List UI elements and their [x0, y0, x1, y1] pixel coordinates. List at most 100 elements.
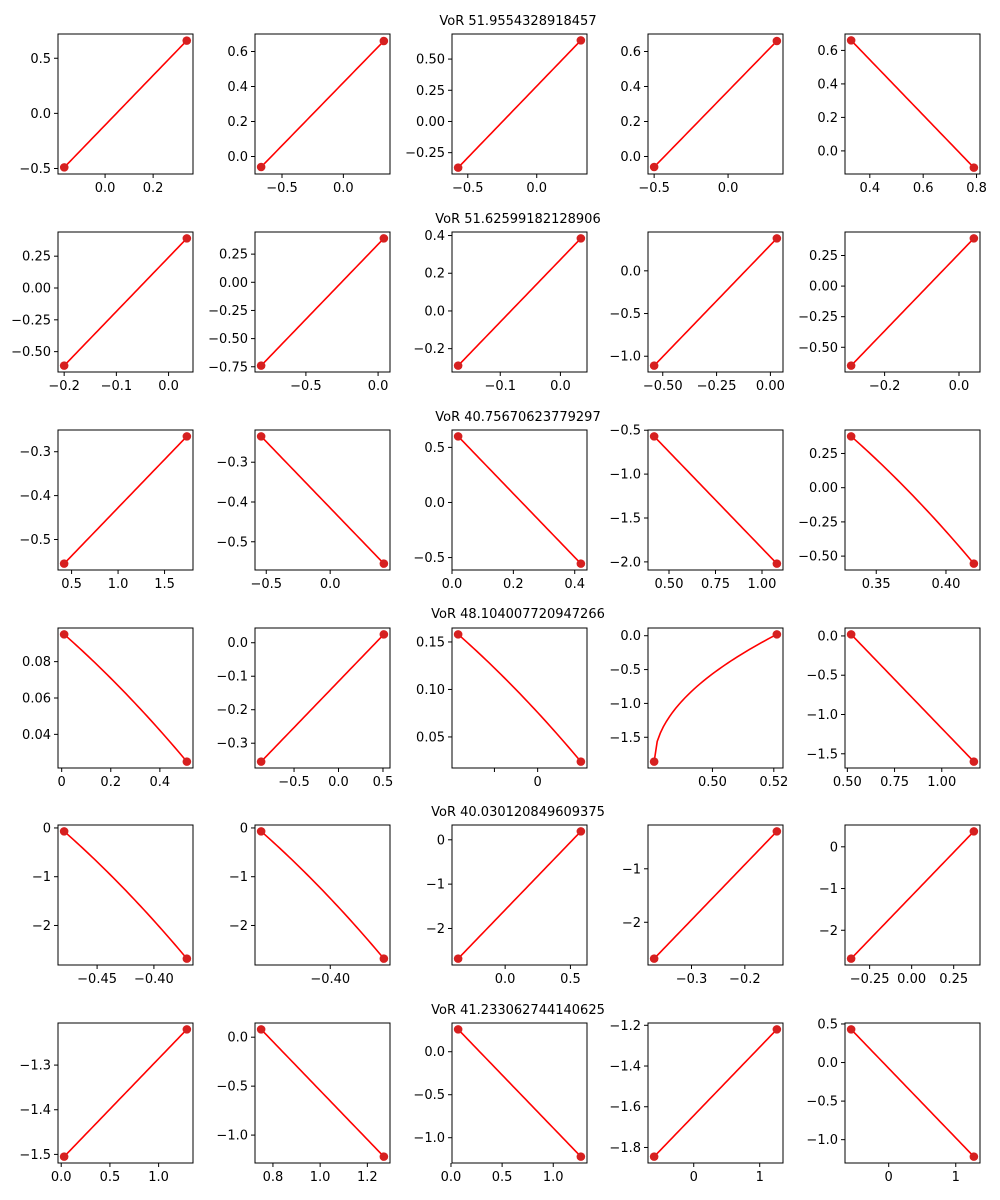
y-tick-label: −2 [819, 924, 838, 939]
data-point-end [969, 1152, 979, 1161]
data-point-start [256, 432, 266, 441]
data-point-start [453, 630, 463, 639]
y-tick-label: −0.1 [216, 670, 248, 685]
series-line [260, 237, 385, 367]
axes-frame [57, 429, 194, 571]
y-tick-label: −0.5 [609, 307, 641, 322]
series-line [63, 633, 188, 763]
y-tick-label: −0.50 [208, 332, 248, 347]
series-line [457, 1028, 582, 1158]
axes-frame [844, 627, 981, 769]
y-tick-label: −2 [229, 919, 248, 934]
y-tick-label: 0.0 [424, 304, 445, 319]
axes-frame [254, 231, 391, 373]
subplot-r5-c4: −0.3 −0.2 −2 −1 [622, 824, 784, 987]
x-tick-label: 0.8 [263, 1170, 284, 1185]
subplot-r3-c2: −0.5 0.0 −0.5 −0.4 −0.3 [216, 429, 391, 592]
y-tick-label: −0.75 [208, 360, 248, 375]
series-line [457, 830, 582, 960]
y-tick-label: 0.00 [219, 276, 248, 291]
subplot-r6-c3: 0.0 0.5 1.0 −1.0 −0.5 0.0 [413, 1022, 588, 1185]
y-tick-label: −0.2 [216, 703, 248, 718]
y-tick-label: 0.0 [424, 1045, 445, 1060]
axes-frame [844, 231, 981, 373]
y-tick-label: −1.4 [19, 1103, 51, 1118]
data-point-end [379, 36, 389, 46]
y-tick-label: 0.4 [424, 229, 445, 244]
series-line [653, 40, 778, 168]
y-tick-label: 0.6 [227, 45, 248, 60]
axes-frame [57, 1022, 194, 1164]
y-tick-label: 0.4 [227, 80, 248, 95]
y-tick-label: −0.5 [19, 533, 51, 548]
data-point-end [576, 1152, 586, 1161]
y-tick-label: 0.0 [227, 150, 248, 165]
x-tick-label: 0.5 [61, 577, 82, 592]
x-tick-label: 0 [885, 1170, 893, 1185]
data-point-start [649, 1152, 659, 1161]
data-point-start [256, 827, 266, 836]
x-tick-label: 0 [534, 775, 542, 790]
y-tick-label: −0.25 [798, 310, 838, 325]
data-point-end [969, 234, 979, 243]
x-tick-label: −0.5 [266, 181, 298, 196]
y-tick-label: −0.50 [798, 341, 838, 356]
data-point-end [772, 827, 782, 836]
x-tick-label: −0.3 [676, 972, 708, 987]
axes-frame [57, 231, 194, 373]
subplot-r5-c5: −0.25 0.00 0.25 −2 −1 0 [819, 824, 981, 987]
y-tick-label: −0.25 [11, 313, 51, 328]
x-tick-label: 0.0 [718, 181, 739, 196]
axes-frame [844, 33, 981, 175]
axes-frame [844, 1022, 981, 1164]
y-tick-label: 0.0 [30, 107, 51, 122]
axes-frame [451, 429, 588, 571]
x-tick-label: −0.2 [48, 379, 80, 394]
row-title-2: VoR 51.62599182128906 [435, 212, 600, 227]
y-tick-label: 0.6 [620, 45, 641, 60]
y-tick-label: 0.5 [424, 441, 445, 456]
y-tick-label: 0.2 [227, 115, 248, 130]
series-line [653, 237, 778, 367]
y-tick-label: −0.50 [11, 345, 51, 360]
x-tick-label: 0.0 [368, 379, 389, 394]
y-tick-label: 0.2 [817, 111, 838, 126]
data-point-start [256, 361, 266, 370]
data-point-start [846, 36, 856, 45]
y-tick-label: −1 [229, 870, 248, 885]
y-tick-label: 0.10 [416, 683, 445, 698]
y-tick-label: 0 [43, 821, 51, 836]
x-tick-label: 1.2 [357, 1170, 378, 1185]
axes-frame [451, 627, 588, 769]
data-point-start [846, 1025, 856, 1034]
y-tick-label: −0.3 [19, 445, 51, 460]
data-point-end [772, 559, 782, 568]
y-tick-label: 0.08 [22, 655, 51, 670]
data-point-end [969, 559, 979, 568]
x-tick-label: −0.5 [290, 379, 322, 394]
data-point-end [379, 630, 389, 639]
row-title-6: VoR 41.233062744140625 [431, 1003, 605, 1018]
y-tick-label: 0.06 [22, 692, 51, 707]
y-tick-label: 0.0 [227, 1031, 248, 1046]
x-tick-label: 0.0 [320, 577, 341, 592]
x-tick-label: 0.5 [492, 1170, 513, 1185]
y-tick-label: −0.2 [413, 342, 445, 357]
data-point-start [59, 163, 69, 172]
y-tick-label: −1.0 [413, 1131, 445, 1146]
y-tick-label: −0.5 [413, 1088, 445, 1103]
data-point-end [772, 36, 782, 46]
subplot-r2-c4: −0.50 −0.25 0.00 −1.0 −0.5 0.0 [609, 231, 785, 394]
y-tick-label: 0 [240, 821, 248, 836]
subplot-r6-c5: 0 1 −1.0 −0.5 0.0 0.5 [806, 1017, 981, 1185]
x-tick-label: 1.0 [310, 1170, 331, 1185]
y-tick-label: 0.25 [809, 447, 838, 462]
x-tick-label: 0.2 [100, 775, 121, 790]
x-tick-label: −0.25 [697, 379, 737, 394]
y-tick-label: −1.5 [609, 511, 641, 526]
x-tick-label: −0.2 [869, 379, 901, 394]
y-tick-label: 0.25 [809, 249, 838, 264]
axes-frame [451, 824, 588, 966]
data-point-start [59, 1152, 69, 1161]
data-point-start [846, 954, 856, 963]
